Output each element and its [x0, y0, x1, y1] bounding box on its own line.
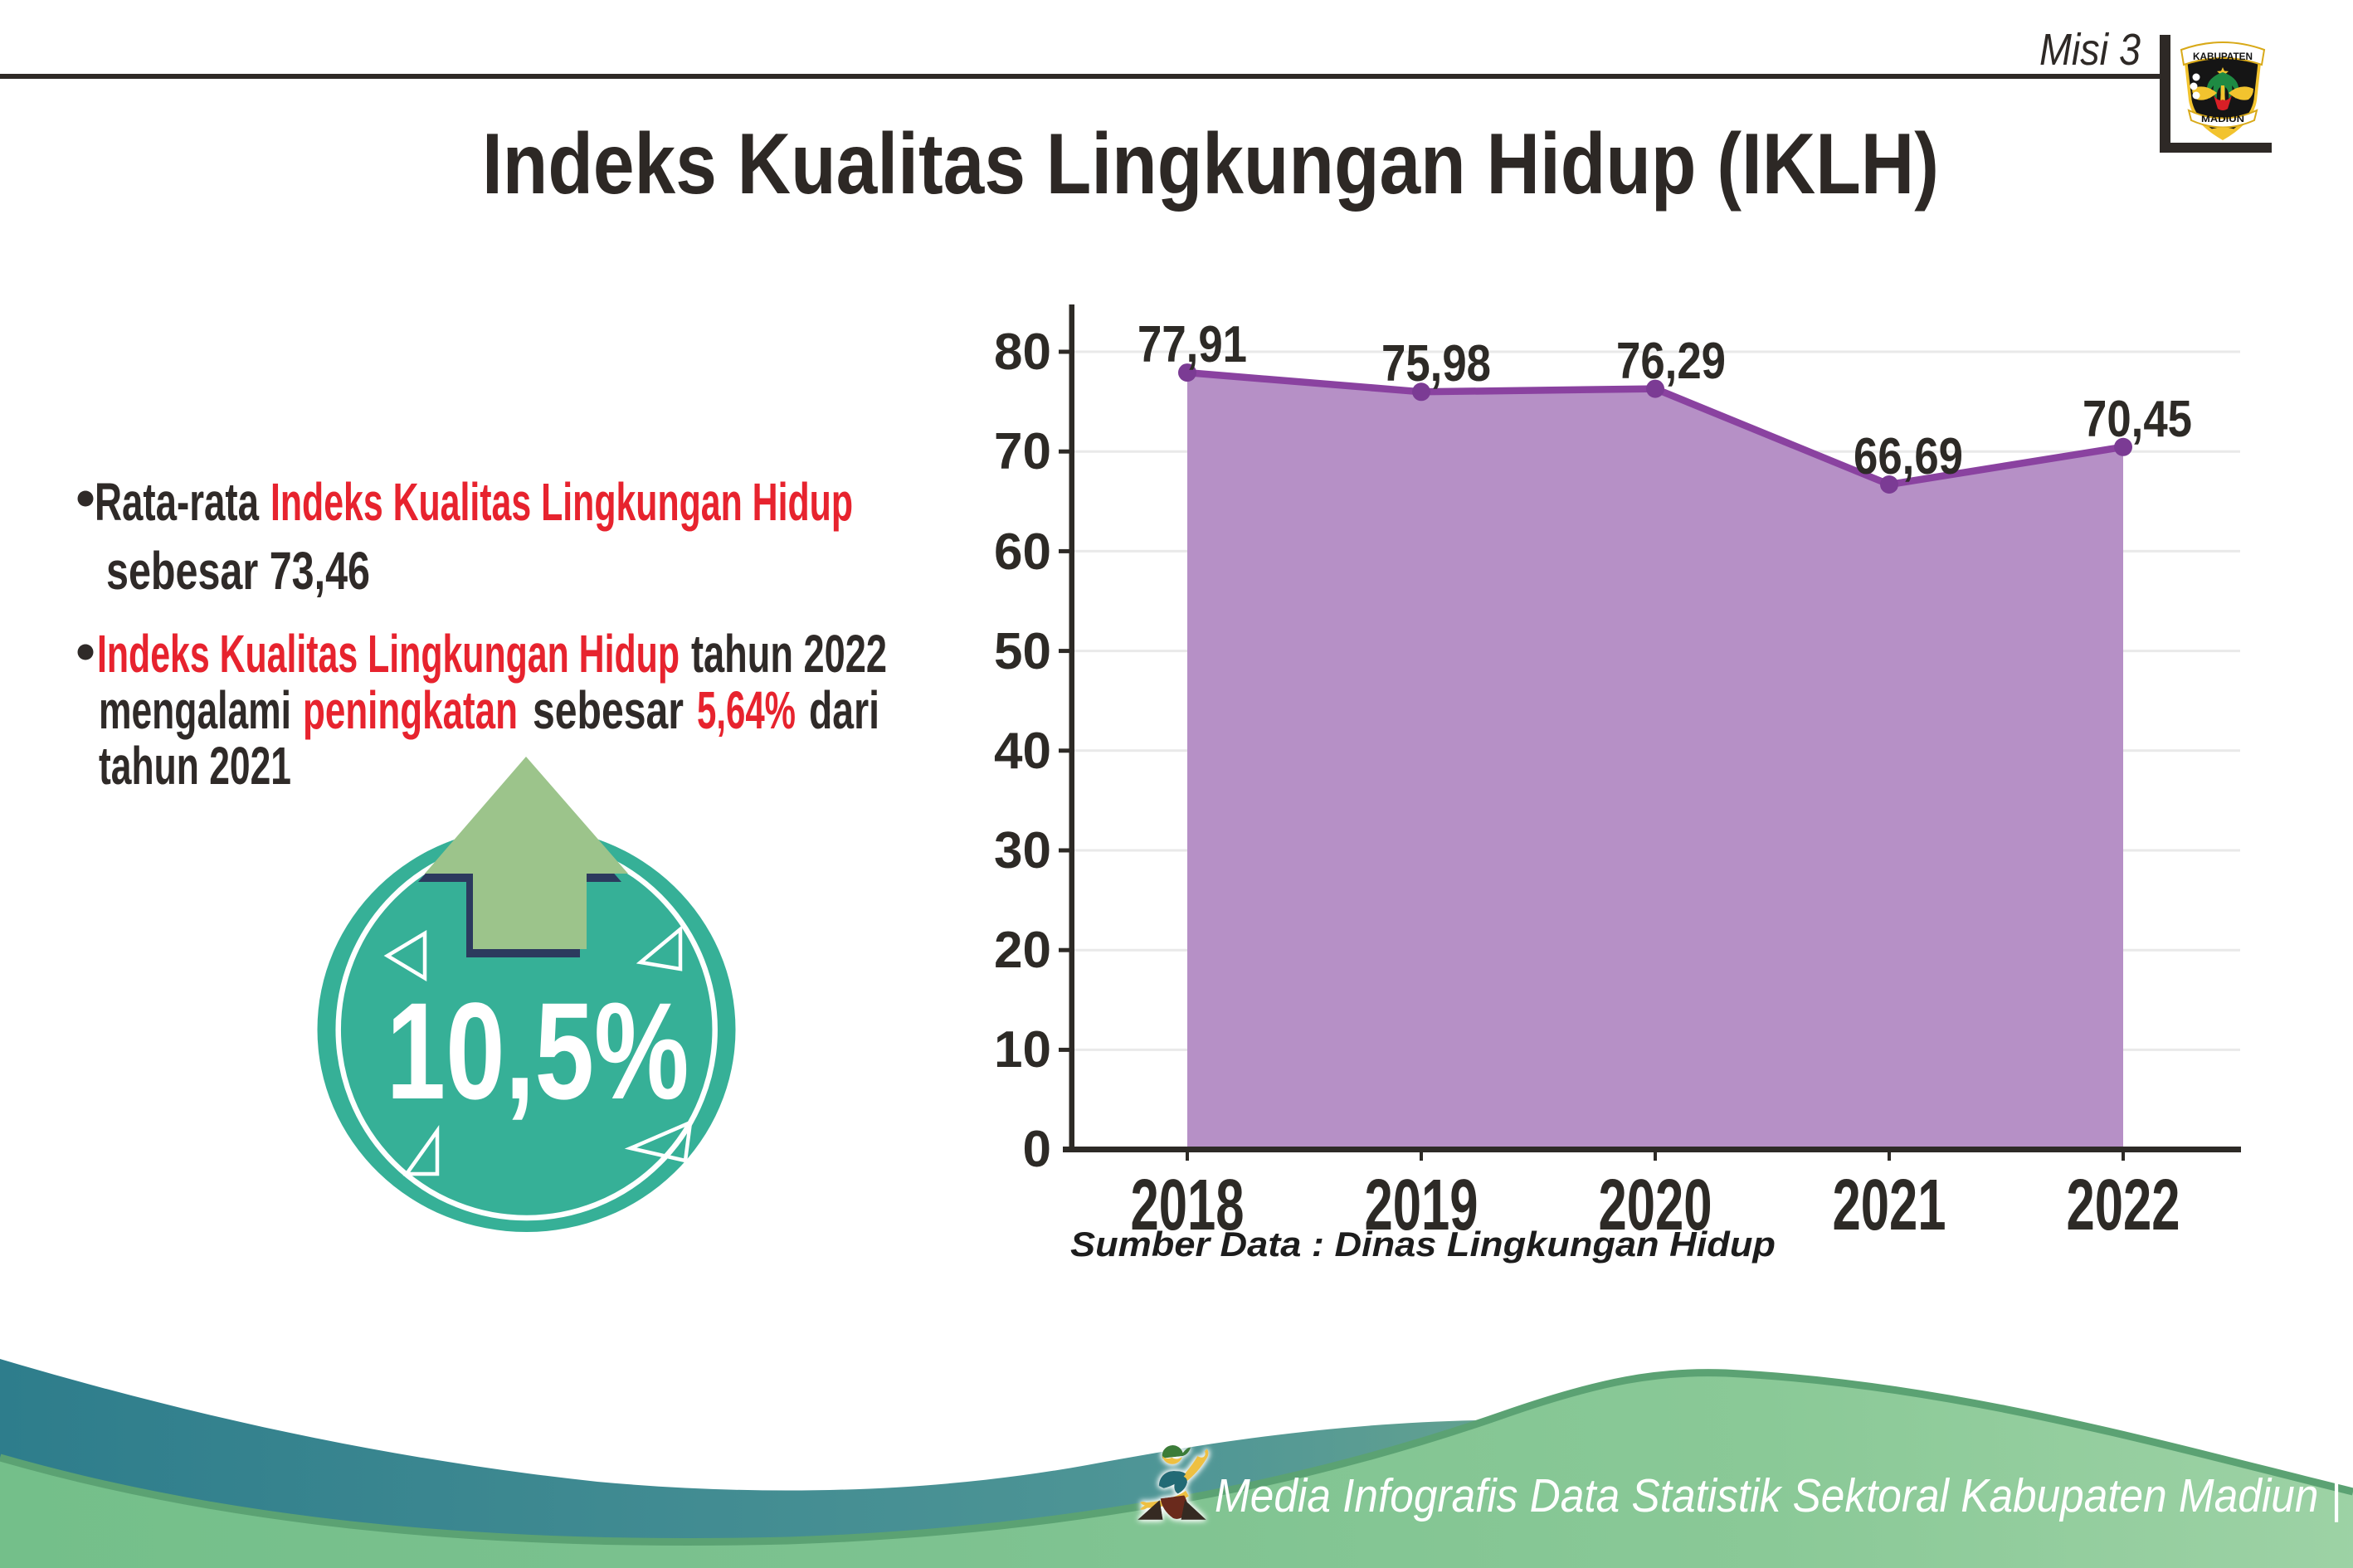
- svg-text:MADIUN: MADIUN: [2201, 114, 2244, 124]
- svg-text:sebesar 73,46: sebesar 73,46: [106, 541, 370, 601]
- svg-text:tahun 2022: tahun 2022: [691, 624, 887, 684]
- svg-text:66,69: 66,69: [1854, 428, 1963, 485]
- svg-text:76,29: 76,29: [1616, 333, 1726, 390]
- svg-text:70: 70: [994, 423, 1051, 480]
- svg-text:Rata-rata: Rata-rata: [95, 472, 259, 532]
- svg-text:2019: 2019: [1365, 1165, 1479, 1245]
- svg-text:40: 40: [994, 723, 1051, 780]
- svg-text:30: 30: [994, 822, 1051, 879]
- svg-text:75,98: 75,98: [1381, 335, 1491, 392]
- svg-text:peningkatan: peningkatan: [303, 680, 518, 740]
- svg-text:Sumber Data : Dinas Lingkungan: Sumber Data : Dinas Lingkungan Hidup: [1070, 1225, 1776, 1264]
- svg-text:Indeks Kualitas Lingkungan Hid: Indeks Kualitas Lingkungan Hidup: [97, 624, 680, 684]
- svg-text:80: 80: [994, 324, 1051, 381]
- svg-text:2020: 2020: [1599, 1165, 1712, 1245]
- svg-text:60: 60: [994, 523, 1051, 581]
- svg-text:2022: 2022: [2067, 1165, 2180, 1245]
- svg-text:mengalami: mengalami: [99, 680, 291, 740]
- svg-text:20: 20: [994, 922, 1051, 979]
- svg-text:5,64%: 5,64%: [697, 680, 796, 740]
- svg-text:70,45: 70,45: [2083, 391, 2192, 448]
- svg-text:KABUPATEN: KABUPATEN: [2193, 51, 2253, 62]
- svg-text:Indeks Kualitas Lingkungan Hid: Indeks Kualitas Lingkungan Hidup (IKLH): [482, 116, 1939, 212]
- svg-text:2018: 2018: [1131, 1165, 1245, 1245]
- svg-text:0: 0: [1023, 1121, 1051, 1178]
- svg-text:dari: dari: [809, 680, 879, 740]
- svg-text:tahun 2021: tahun 2021: [99, 736, 291, 796]
- svg-text:Misi 3: Misi 3: [2039, 25, 2141, 75]
- svg-text:2021: 2021: [1833, 1165, 1946, 1245]
- svg-text:sebesar: sebesar: [533, 680, 684, 740]
- svg-text:10: 10: [994, 1021, 1051, 1079]
- svg-text:10,5%: 10,5%: [387, 975, 689, 1128]
- svg-text:Indeks Kualitas Lingkungan Hid: Indeks Kualitas Lingkungan Hidup: [270, 472, 853, 532]
- svg-text:77,91: 77,91: [1138, 316, 1247, 373]
- svg-text:Media Infografis Data Statisti: Media Infografis Data Statistik Sektoral…: [1215, 1469, 2341, 1522]
- svg-text:50: 50: [994, 623, 1051, 680]
